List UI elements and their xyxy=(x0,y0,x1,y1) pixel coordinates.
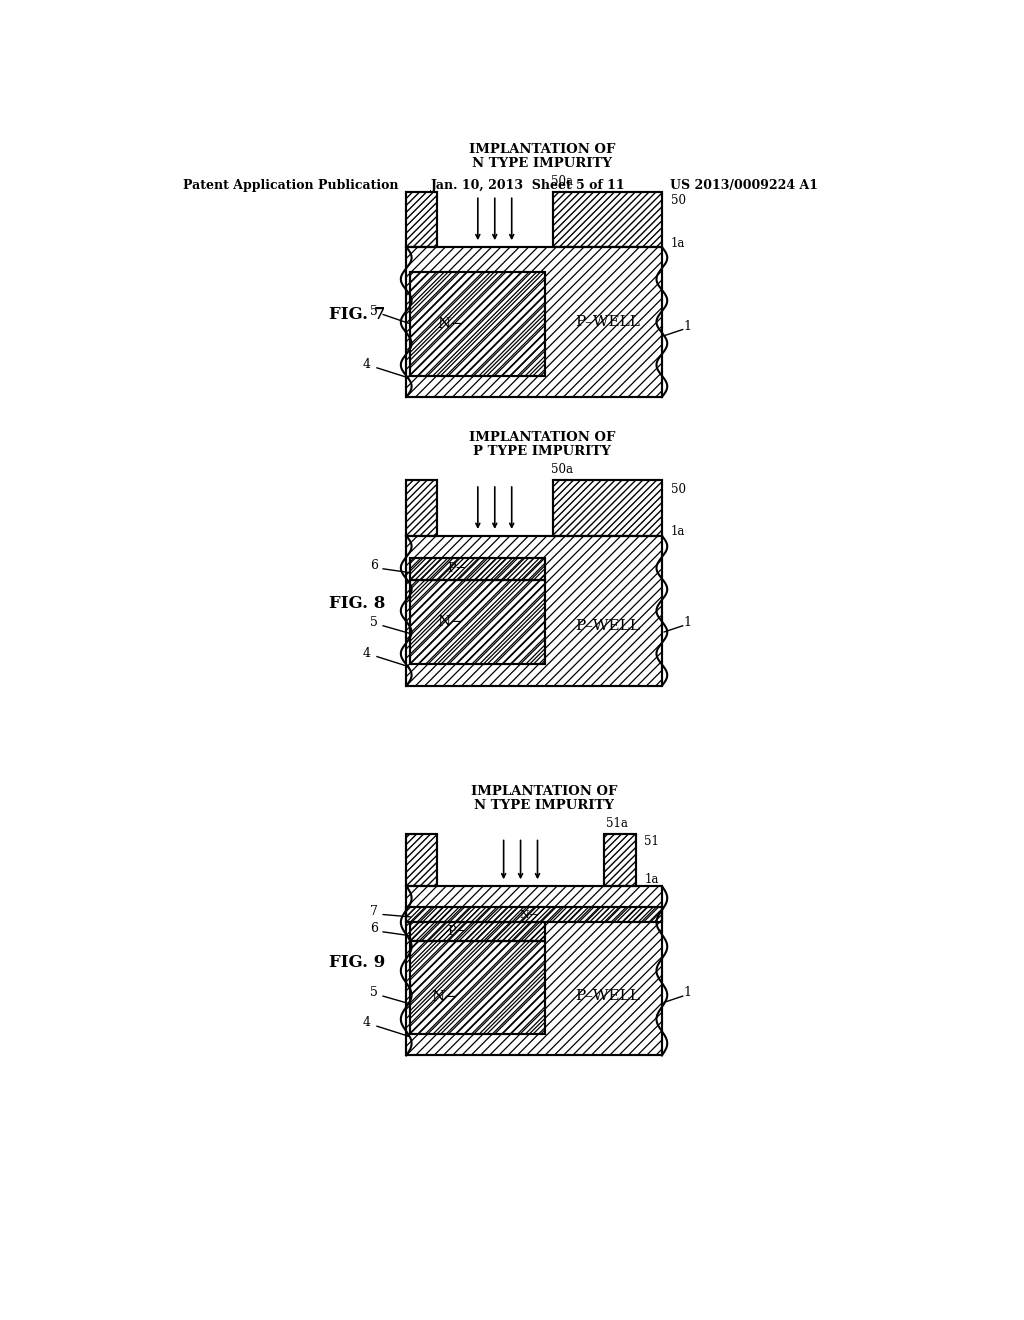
Text: P–WELL: P–WELL xyxy=(574,619,640,632)
Text: 6: 6 xyxy=(370,921,378,935)
Bar xyxy=(407,191,437,247)
Text: 51: 51 xyxy=(644,834,659,847)
Text: FIG. 8: FIG. 8 xyxy=(330,595,386,611)
Bar xyxy=(410,558,545,579)
Bar xyxy=(407,886,662,1056)
Text: 4: 4 xyxy=(362,358,371,371)
Text: 50a: 50a xyxy=(551,463,573,477)
Text: 5: 5 xyxy=(370,305,378,318)
Bar xyxy=(407,907,662,923)
Bar xyxy=(410,272,545,376)
Text: 51a: 51a xyxy=(605,817,628,830)
Bar xyxy=(553,191,662,247)
Bar xyxy=(407,834,437,886)
Text: IMPLANTATION OF: IMPLANTATION OF xyxy=(469,143,615,156)
Text: N−: N− xyxy=(431,990,457,1005)
Text: 1a: 1a xyxy=(671,236,685,249)
Bar xyxy=(410,558,545,579)
Text: N−: N− xyxy=(437,615,464,628)
Bar xyxy=(604,834,637,886)
Text: N TYPE IMPURITY: N TYPE IMPURITY xyxy=(472,157,611,169)
Text: Jan. 10, 2013  Sheet 5 of 11: Jan. 10, 2013 Sheet 5 of 11 xyxy=(431,178,626,191)
Text: FIG. 7: FIG. 7 xyxy=(330,306,386,323)
Bar xyxy=(604,834,637,886)
Text: N−: N− xyxy=(437,317,464,330)
Bar xyxy=(410,579,545,664)
Text: IMPLANTATION OF: IMPLANTATION OF xyxy=(469,432,615,445)
Text: 50: 50 xyxy=(671,194,686,207)
Bar xyxy=(407,536,662,686)
Bar xyxy=(407,480,437,536)
Bar xyxy=(410,579,545,664)
Text: N TYPE IMPURITY: N TYPE IMPURITY xyxy=(474,799,614,812)
Bar xyxy=(410,941,545,1034)
Text: 5: 5 xyxy=(370,986,378,999)
Text: 5: 5 xyxy=(370,616,378,628)
Bar xyxy=(407,886,662,1056)
Bar xyxy=(410,941,545,1034)
Bar xyxy=(407,247,662,397)
Bar xyxy=(407,907,662,923)
Bar xyxy=(410,923,545,941)
Text: Patent Application Publication: Patent Application Publication xyxy=(183,178,398,191)
Bar xyxy=(410,272,545,376)
Text: P–WELL: P–WELL xyxy=(574,315,640,329)
Bar xyxy=(407,191,437,247)
Bar xyxy=(553,480,662,536)
Text: P−: P− xyxy=(447,562,467,576)
Text: 6: 6 xyxy=(370,558,378,572)
Bar xyxy=(407,834,437,886)
Bar xyxy=(407,480,437,536)
Text: FIG. 9: FIG. 9 xyxy=(330,954,385,970)
Text: P TYPE IMPURITY: P TYPE IMPURITY xyxy=(473,445,610,458)
Text: P–WELL: P–WELL xyxy=(574,989,640,1003)
Text: N−: N− xyxy=(519,909,539,920)
Bar xyxy=(410,923,545,941)
Text: 1a: 1a xyxy=(644,874,658,887)
Text: 1: 1 xyxy=(683,616,691,628)
Text: 4: 4 xyxy=(362,647,371,660)
Text: P−: P− xyxy=(447,925,467,939)
Text: 1a: 1a xyxy=(671,525,685,539)
Text: 4: 4 xyxy=(362,1016,371,1030)
Text: 50: 50 xyxy=(671,483,686,496)
Bar xyxy=(553,191,662,247)
Text: 50a: 50a xyxy=(551,174,573,187)
Text: US 2013/0009224 A1: US 2013/0009224 A1 xyxy=(670,178,817,191)
Text: 1: 1 xyxy=(683,319,691,333)
Text: 1: 1 xyxy=(683,986,691,999)
Bar xyxy=(407,536,662,686)
Bar xyxy=(407,247,662,397)
Text: 7: 7 xyxy=(370,904,378,917)
Bar xyxy=(553,480,662,536)
Text: IMPLANTATION OF: IMPLANTATION OF xyxy=(471,785,617,797)
